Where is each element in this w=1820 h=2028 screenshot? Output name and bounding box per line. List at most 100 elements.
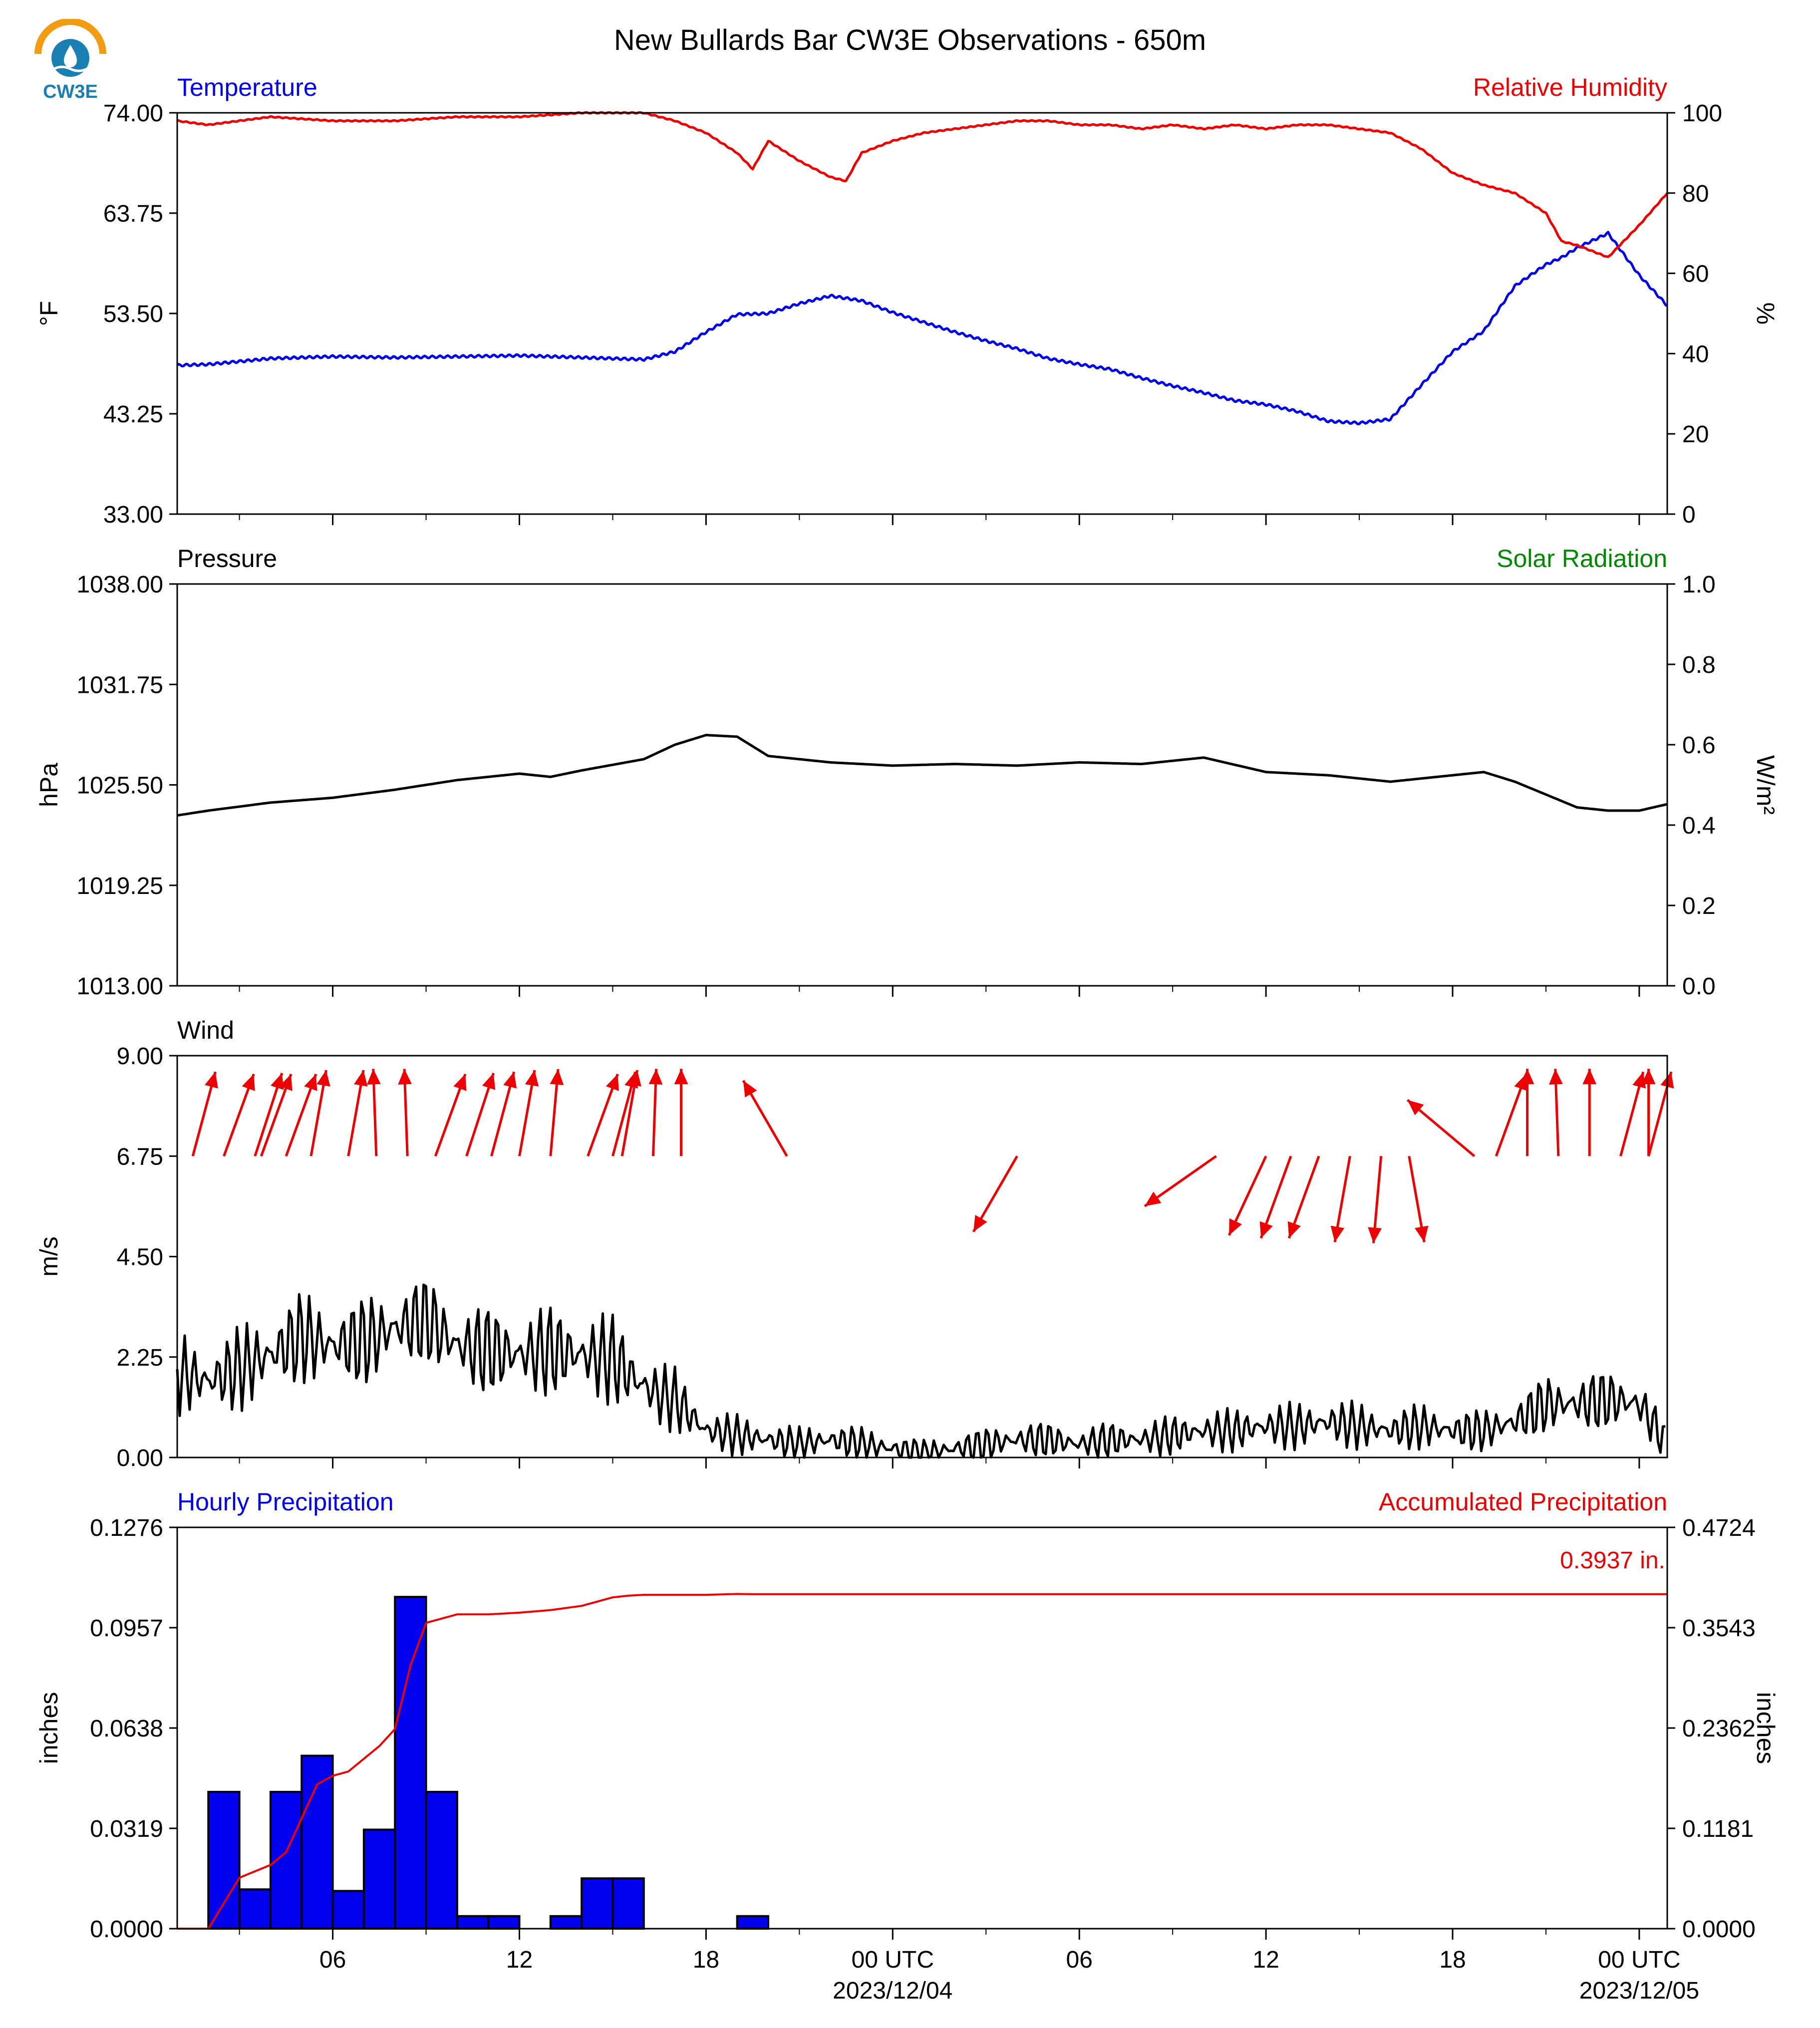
series-line (176, 1283, 1666, 1459)
y-tick-label: 1025.50 (76, 773, 163, 799)
x-tick-label: 00 UTC (852, 1947, 934, 1973)
wind-arrow-head (354, 1070, 368, 1087)
y2-axis-label: inches (1752, 1692, 1780, 1764)
wind-arrow-head (1582, 1069, 1597, 1085)
chart-title: New Bullards Bar CW3E Observations - 650… (614, 24, 1206, 56)
y2-tick-label: 100 (1682, 100, 1722, 127)
hourly-precip-bar (487, 1915, 521, 1930)
y-axis-label: inches (35, 1692, 63, 1764)
y-tick-label: 0.1276 (90, 1515, 163, 1541)
wind-arrow-head (398, 1069, 412, 1085)
wind-arrow (1408, 1156, 1429, 1243)
wind-arrow (742, 1080, 788, 1157)
x-date-label: 2023/12/05 (1579, 1978, 1699, 2004)
wind-arrow (1287, 1156, 1320, 1239)
wind-arrow (1368, 1156, 1383, 1243)
y-tick-label: 53.50 (103, 301, 163, 327)
wind-arrow-head (1549, 1069, 1563, 1085)
wind-arrow-head (1330, 1225, 1345, 1242)
hourly-precip-bar (611, 1877, 645, 1930)
panel-right-title: Accumulated Precipitation (1379, 1488, 1667, 1516)
hourly-precip-bar (331, 1890, 365, 1930)
panel-temperature-humidity: 74.00 63.75 53.50 43.25 33.00 100 80 60 40 20 0 °F%… (35, 73, 1780, 528)
hourly-precip-bar (362, 1828, 396, 1930)
wind-arrow-head (743, 1080, 757, 1098)
wind-arrow (1520, 1069, 1534, 1157)
y-axis-label: hPa (35, 763, 63, 807)
wind-arrow (1227, 1156, 1267, 1236)
y-tick-label: 0.00 (117, 1445, 163, 1471)
plot-frame (176, 583, 1668, 987)
x-tick-label: 06 (1066, 1947, 1093, 1973)
logo-icon (34, 19, 106, 77)
wind-arrow (366, 1069, 381, 1157)
wind-arrow-head (1145, 1191, 1162, 1206)
wind-arrow-head (1368, 1227, 1382, 1243)
wind-arrow-head (366, 1069, 381, 1085)
logo-text: CW3E (43, 81, 98, 102)
wind-arrow (260, 1073, 293, 1157)
y2-axis-label: % (1752, 302, 1780, 324)
wind-arrow-head (1632, 1072, 1646, 1089)
wind-arrow (1641, 1069, 1656, 1157)
series-line (176, 231, 1668, 426)
wind-arrow (972, 1155, 1018, 1233)
wind-arrow (465, 1073, 496, 1157)
y2-tick-label: 0.4724 (1682, 1515, 1756, 1541)
plot-frame (176, 112, 1668, 515)
hourly-precip-bar (736, 1915, 770, 1930)
x-tick-label: 18 (693, 1947, 719, 1973)
y-axis-label: m/s (35, 1236, 63, 1277)
wind-arrow (1647, 1071, 1674, 1157)
cw3e-logo: CW3E (34, 19, 106, 102)
wind-arrow (254, 1073, 284, 1157)
wind-arrow (223, 1073, 255, 1157)
x-tick-label: 12 (1252, 1947, 1279, 1973)
y2-tick-label: 40 (1682, 341, 1709, 367)
y2-tick-label: 0.1181 (1682, 1816, 1754, 1842)
wind-arrow (490, 1071, 517, 1157)
hourly-precip-bar (425, 1790, 458, 1930)
wind-arrow (1330, 1156, 1351, 1243)
x-tick-label: 00 UTC (1598, 1947, 1680, 1973)
panel-left-title: Temperature (177, 73, 317, 101)
y-tick-label: 33.00 (103, 502, 163, 528)
y2-tick-label: 20 (1682, 421, 1709, 448)
wind-arrow-head (1641, 1069, 1656, 1085)
wind-arrow (1582, 1069, 1597, 1157)
plot-frame (176, 1526, 1668, 1930)
wind-arrow (518, 1070, 539, 1157)
plot-frame (176, 1055, 1668, 1458)
wind-arrow-head (525, 1070, 539, 1087)
wind-arrow-head (973, 1214, 987, 1232)
y2-tick-label: 0.6 (1682, 732, 1716, 759)
wind-arrow-head (453, 1074, 467, 1091)
panel-left-title: Wind (177, 1016, 234, 1044)
wind-arrow-head (304, 1074, 317, 1091)
wind-arrow-head (627, 1070, 641, 1087)
panel-right-title: Relative Humidity (1473, 73, 1667, 101)
wind-arrow (434, 1073, 467, 1157)
y2-tick-label: 0.0000 (1682, 1916, 1756, 1943)
wind-arrow (1406, 1099, 1476, 1158)
wind-arrow-head (503, 1072, 517, 1089)
panel-left-title: Pressure (177, 545, 277, 573)
y-tick-label: 1019.25 (76, 873, 163, 899)
y-tick-label: 63.75 (103, 201, 163, 227)
panel-wind: 9.00 6.75 4.50 2.25 0.00 m/s Wind (35, 1016, 1674, 1471)
series-line (177, 111, 1669, 258)
y2-tick-label: 0 (1682, 502, 1696, 528)
wind-arrow-head (205, 1072, 218, 1089)
wind-arrow (648, 1069, 663, 1157)
wind-arrow-head (550, 1069, 564, 1086)
wind-arrow (620, 1070, 641, 1157)
y2-tick-label: 0.2 (1682, 893, 1716, 919)
y-tick-label: 0.0638 (90, 1716, 163, 1742)
y-axis-label: °F (35, 301, 63, 326)
wind-arrow-head (271, 1073, 284, 1090)
wind-arrow-head (1229, 1218, 1242, 1235)
y-tick-label: 43.25 (103, 401, 163, 428)
hourly-precip-bar (238, 1888, 272, 1930)
y-tick-label: 74.00 (103, 100, 163, 127)
